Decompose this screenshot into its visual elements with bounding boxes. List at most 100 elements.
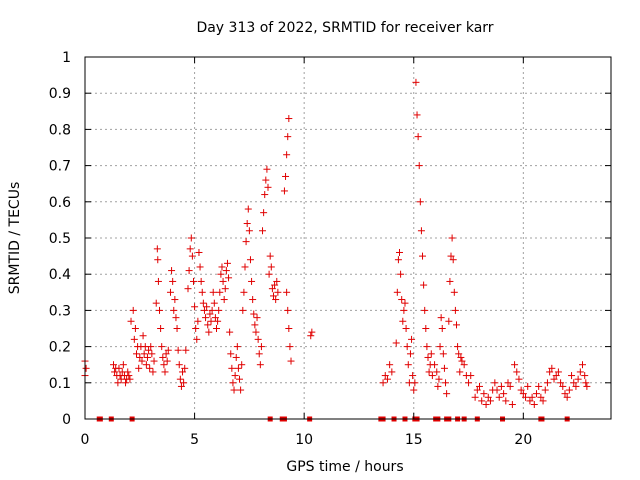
data-point [478, 397, 486, 405]
data-point [508, 401, 516, 409]
data-points [81, 78, 591, 409]
data-point [115, 364, 123, 372]
data-point [146, 364, 154, 372]
data-point [286, 343, 294, 351]
data-point [143, 353, 151, 361]
y-tick-label: 1 [62, 50, 71, 66]
data-point [203, 303, 211, 311]
data-point [409, 372, 417, 380]
axis-ticks [84, 56, 611, 420]
data-point [221, 285, 229, 293]
data-point [127, 317, 135, 325]
data-point [133, 350, 141, 358]
data-point [253, 314, 261, 322]
data-point [234, 364, 242, 372]
data-point [219, 277, 227, 285]
data-point [431, 361, 439, 369]
data-point [200, 306, 208, 314]
data-point [262, 176, 270, 184]
data-point [285, 325, 293, 332]
data-point [455, 350, 463, 358]
data-point [211, 314, 219, 322]
data-point [206, 310, 214, 318]
x-tick-label: 15 [405, 432, 423, 448]
data-point [565, 386, 573, 394]
data-point [568, 372, 576, 380]
data-point [285, 115, 293, 123]
data-point [543, 379, 551, 387]
data-point [442, 379, 450, 387]
data-point [129, 306, 137, 314]
data-point [147, 343, 155, 351]
data-point [511, 361, 519, 369]
data-point [396, 248, 404, 256]
data-point [541, 386, 549, 394]
data-point [495, 393, 503, 401]
data-point [546, 368, 554, 376]
data-point [287, 357, 295, 365]
data-point [449, 256, 457, 264]
data-point [228, 364, 236, 372]
data-point [282, 172, 290, 180]
data-point [561, 390, 569, 398]
data-point [242, 238, 250, 246]
data-point [574, 375, 582, 383]
data-point [209, 288, 217, 296]
y-tick-label: 0.7 [49, 159, 71, 175]
data-point [246, 256, 254, 264]
data-point [437, 314, 445, 322]
data-point [202, 314, 210, 322]
data-point [264, 183, 272, 191]
data-point [126, 375, 134, 383]
data-point [414, 133, 422, 141]
data-point [517, 386, 525, 394]
data-point [486, 397, 494, 405]
data-point [231, 372, 239, 380]
data-point [232, 353, 240, 361]
data-point [207, 317, 215, 325]
data-point [435, 375, 443, 383]
data-point [443, 390, 451, 398]
data-point [193, 335, 201, 343]
data-point [173, 325, 181, 332]
data-point [272, 296, 280, 304]
data-point [433, 368, 441, 376]
data-point [502, 397, 510, 405]
data-point [162, 350, 170, 358]
data-point [172, 314, 180, 322]
y-tick-label: 0.1 [49, 376, 71, 392]
data-point [274, 288, 282, 296]
data-point [447, 252, 455, 260]
data-point [158, 343, 166, 351]
y-tick-label: 0.2 [49, 340, 71, 356]
data-point [177, 382, 185, 390]
data-point [163, 357, 171, 365]
data-point [230, 386, 238, 394]
data-point [413, 111, 421, 119]
data-point [239, 306, 247, 314]
data-point [491, 379, 499, 387]
x-tick-label: 5 [190, 432, 199, 448]
data-point [552, 372, 560, 380]
data-point [307, 332, 315, 340]
data-point [403, 343, 411, 351]
data-point [398, 296, 406, 304]
data-point [280, 187, 288, 195]
data-point [439, 350, 447, 358]
data-point [381, 372, 389, 380]
data-point [195, 248, 203, 256]
data-point [393, 288, 401, 296]
data-point [109, 361, 117, 369]
data-point [473, 386, 481, 394]
data-point [506, 382, 514, 390]
data-point [170, 306, 178, 314]
data-point [233, 343, 241, 351]
data-point [524, 382, 532, 390]
data-point [582, 379, 590, 387]
data-point [261, 191, 269, 199]
data-point [386, 361, 394, 369]
chart-title: Day 313 of 2022, SRMTID for receiver kar… [196, 20, 493, 36]
data-point [581, 372, 589, 380]
data-point [243, 220, 251, 228]
